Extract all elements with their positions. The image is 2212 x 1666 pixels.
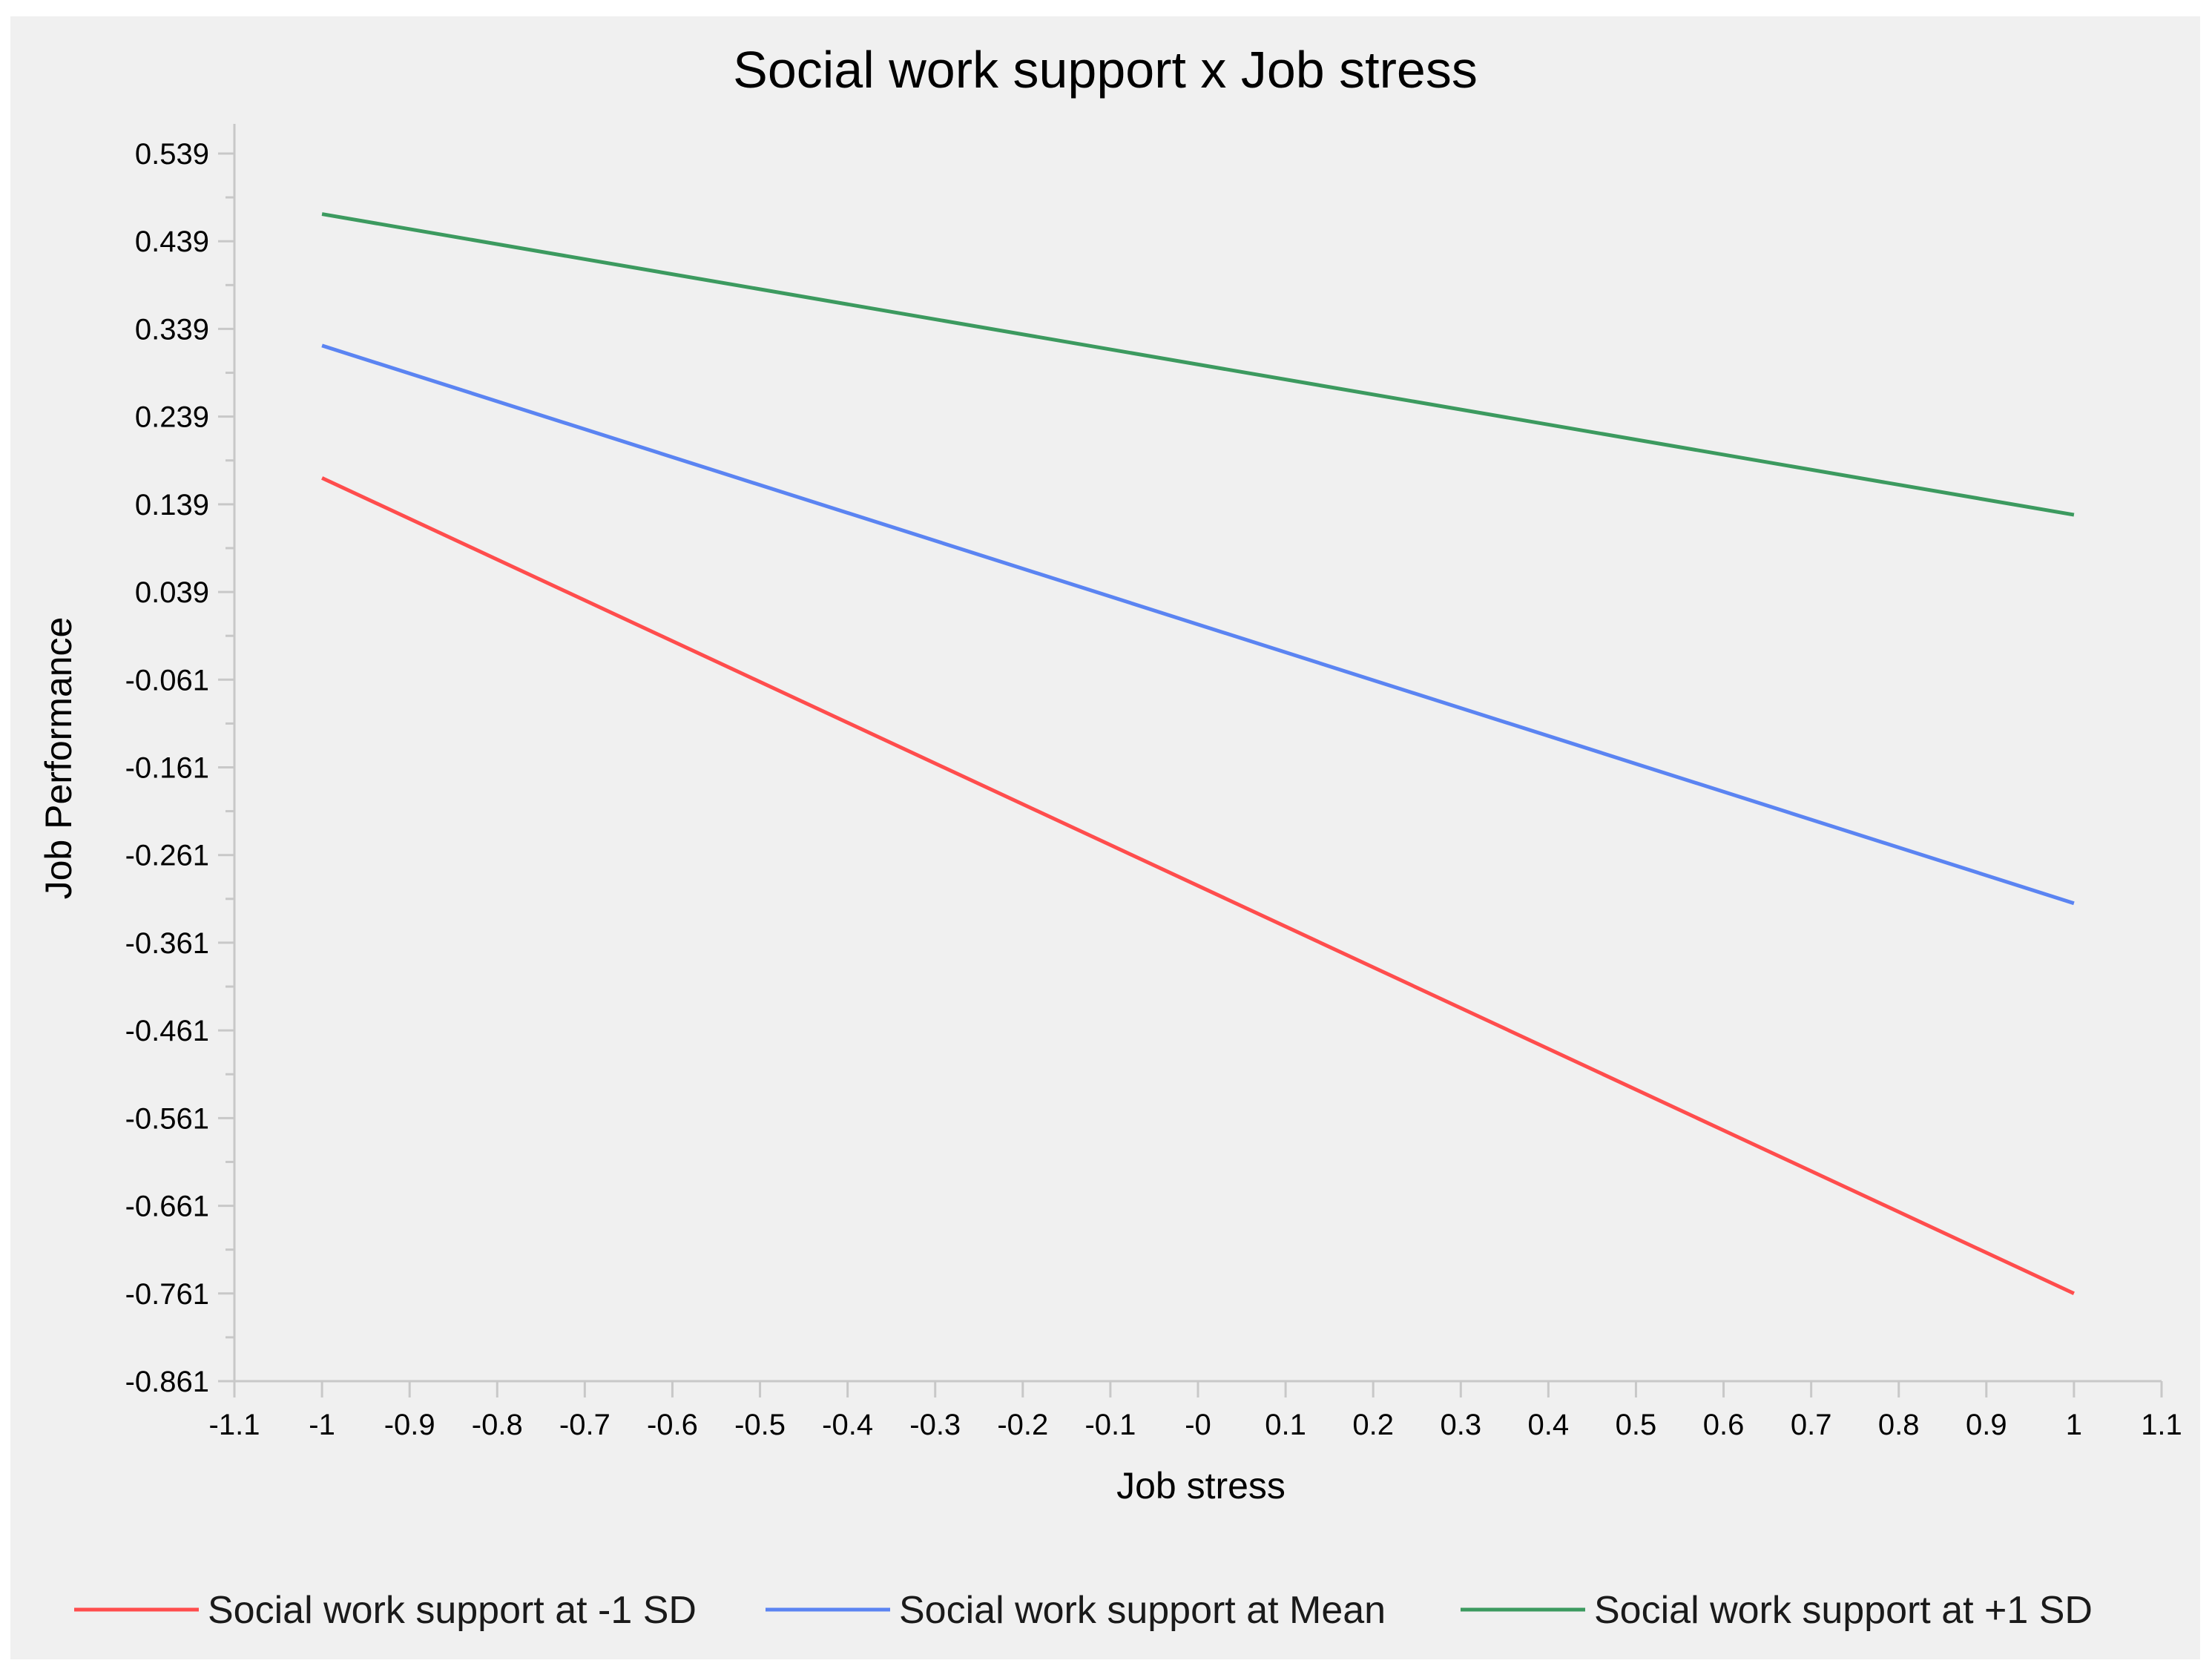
legend-label-2: Social work support at Mean (899, 1589, 1386, 1632)
series-line-3 (321, 212, 2075, 517)
legend-label-3: Social work support at +1 SD (1594, 1589, 2093, 1632)
x-tick-label: -1.1 (209, 1409, 260, 1441)
x-tick-label: 0.6 (1703, 1409, 1745, 1441)
y-tick-label: -0.061 (125, 664, 209, 697)
chart-panel: Social work support x Job stress Job Per… (10, 16, 2200, 1659)
y-axis-label: Job Performance (38, 617, 79, 900)
y-tick-label: -0.561 (125, 1102, 209, 1135)
legend-label-1: Social work support at -1 SD (208, 1589, 697, 1632)
x-tick-label: 0.9 (1966, 1409, 2007, 1441)
x-tick-label: 0.2 (1352, 1409, 1394, 1441)
y-tick-label: 0.039 (135, 576, 209, 609)
x-tick-label: -1 (309, 1409, 335, 1441)
x-tick-label: 0.5 (1616, 1409, 1657, 1441)
x-tick-label: 0.4 (1528, 1409, 1570, 1441)
x-tick-label: -0 (1185, 1409, 1211, 1441)
x-tick-label: -0.5 (734, 1409, 786, 1441)
x-axis-label: Job stress (1116, 1465, 1286, 1507)
x-tick-label: -0.3 (909, 1409, 961, 1441)
y-tick-label: -0.161 (125, 752, 209, 785)
x-tick-label: -0.9 (384, 1409, 435, 1441)
x-tick-label: -0.6 (647, 1409, 698, 1441)
chart: Social work support x Job stress Job Per… (38, 41, 2182, 1632)
y-tick-label: -0.261 (125, 840, 209, 872)
y-tick-label: -0.361 (125, 927, 209, 960)
series-line-2 (321, 343, 2075, 906)
y-tick-label: 0.339 (135, 313, 209, 346)
x-tick-label: -0.2 (997, 1409, 1048, 1441)
x-tick-label: 0.7 (1791, 1409, 1832, 1441)
x-axis-ticks: -1.1 -1 -0.9 -0.8 -0.7 -0.6 -0.5 -0.4 -0.3 -0.2 -0… (209, 1381, 2182, 1441)
chart-title: Social work support x Job stress (733, 41, 1478, 99)
x-tick-label: 1 (2066, 1409, 2082, 1441)
y-tick-label: -0.661 (125, 1191, 209, 1223)
y-tick-label: 0.139 (135, 489, 209, 521)
y-axis-ticks: 0.539 0.439 0.339 0.239 0.139 0.039 -0.061 -0.1… (125, 138, 234, 1398)
x-tick-label: 0.1 (1265, 1409, 1306, 1441)
legend: Social work support at -1 SD Social work … (74, 1589, 2093, 1632)
y-tick-label: -0.761 (125, 1278, 209, 1311)
y-tick-label: 0.539 (135, 138, 209, 171)
series-line-1 (321, 476, 2075, 1296)
series-lines (321, 212, 2075, 1296)
axes (233, 124, 2162, 1383)
x-tick-label: -0.1 (1084, 1409, 1136, 1441)
y-tick-label: 0.439 (135, 225, 209, 258)
x-tick-label: -0.7 (559, 1409, 610, 1441)
x-tick-label: 0.8 (1878, 1409, 1920, 1441)
y-tick-label: -0.861 (125, 1366, 209, 1398)
x-tick-label: -0.4 (822, 1409, 873, 1441)
y-tick-label: 0.239 (135, 401, 209, 434)
y-tick-label: -0.461 (125, 1015, 209, 1047)
x-tick-label: 0.3 (1440, 1409, 1481, 1441)
x-tick-label: 1.1 (2141, 1409, 2182, 1441)
x-tick-label: -0.8 (472, 1409, 523, 1441)
